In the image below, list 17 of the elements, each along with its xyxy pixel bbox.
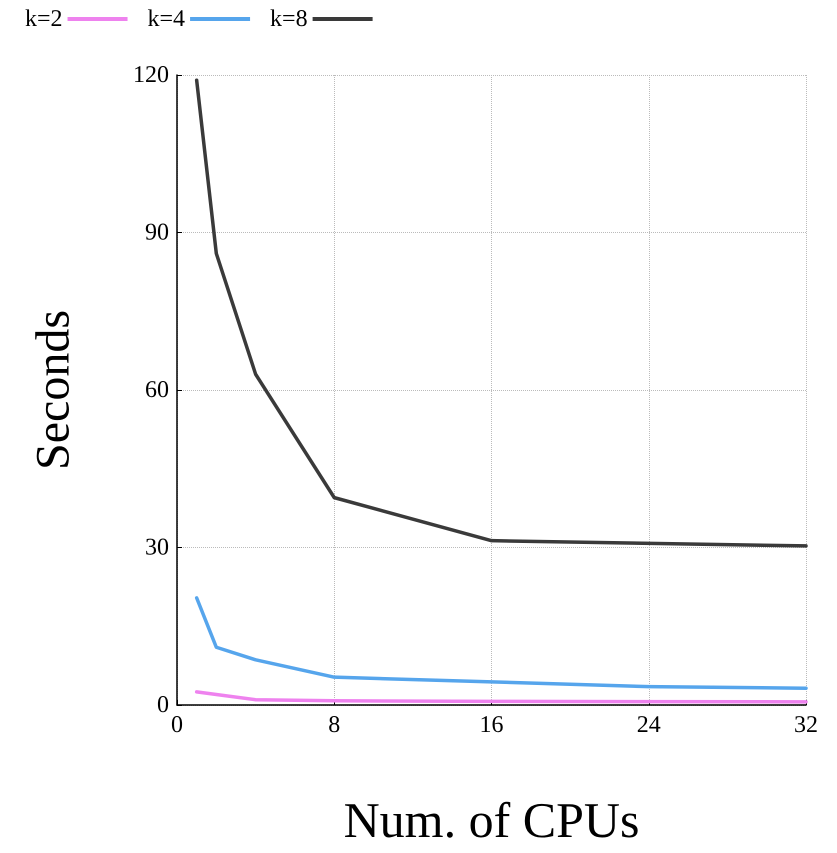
legend-label: k=8 — [270, 6, 308, 32]
y-tick-label: 30 — [145, 534, 169, 560]
legend-label: k=2 — [24, 6, 63, 32]
line-series — [194, 596, 808, 690]
x-tick-label: 24 — [636, 712, 661, 738]
line-series — [194, 690, 808, 704]
x-tick-label: 32 — [794, 712, 818, 738]
y-tick-label: 0 — [157, 692, 169, 718]
y-tick-label: 120 — [133, 62, 169, 88]
legend-label: k=4 — [148, 6, 186, 32]
x-axis-title: Num. of CPUs — [344, 792, 640, 848]
x-tick-label: 8 — [328, 712, 340, 738]
line-series — [194, 78, 808, 548]
x-tick-label: 16 — [480, 712, 504, 738]
y-tick-label: 60 — [145, 377, 169, 403]
y-tick-label: 90 — [145, 220, 169, 246]
y-axis-title: Seconds — [26, 310, 80, 470]
